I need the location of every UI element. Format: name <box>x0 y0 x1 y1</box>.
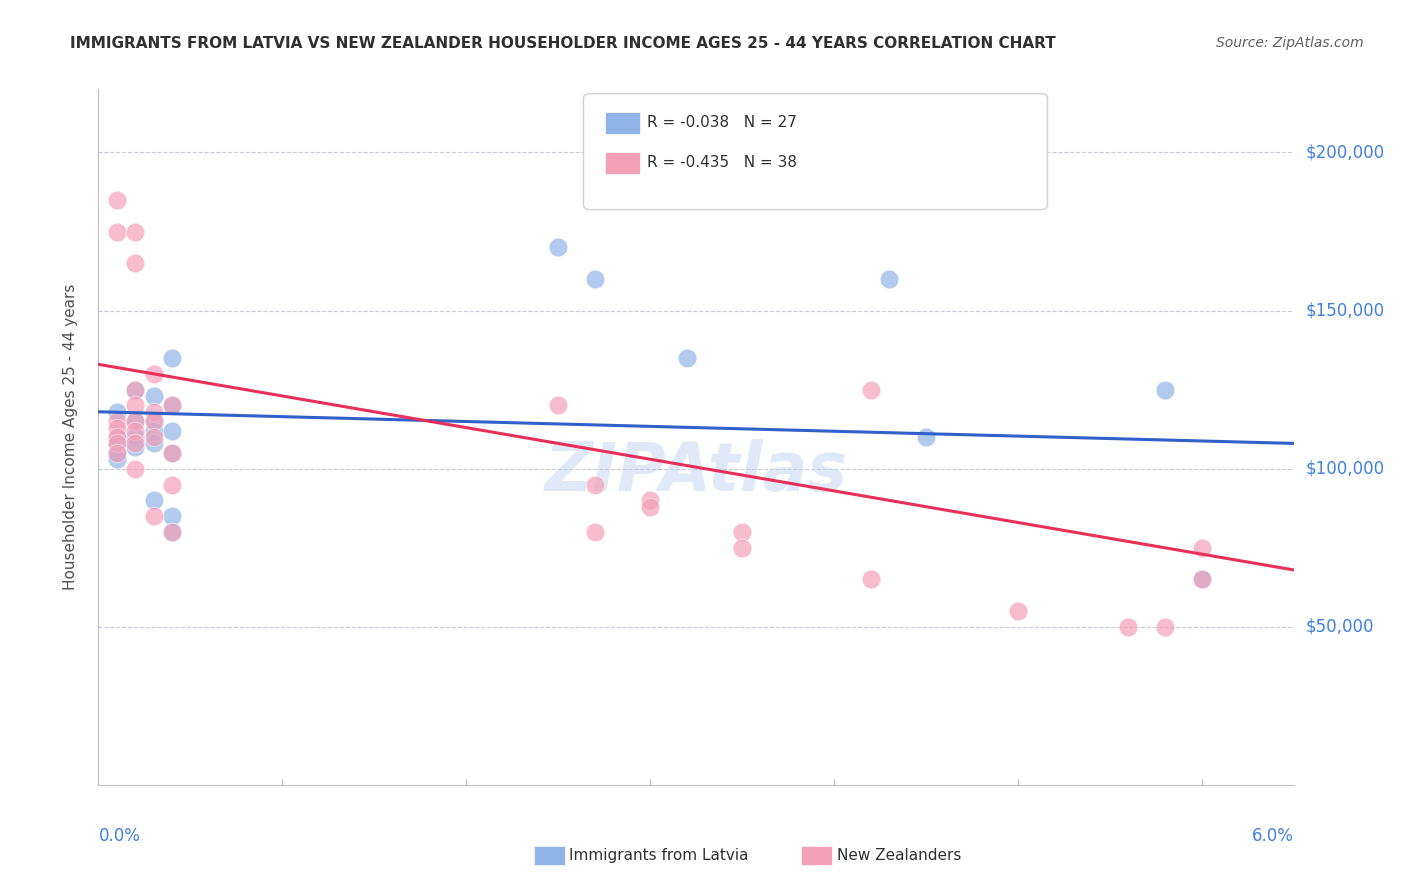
Point <box>1191 541 1213 555</box>
Point <box>1007 604 1029 618</box>
Point <box>142 493 165 508</box>
Point <box>124 430 146 444</box>
Point <box>160 509 183 524</box>
Point <box>124 414 146 428</box>
Text: Source: ZipAtlas.com: Source: ZipAtlas.com <box>1216 36 1364 50</box>
Point <box>142 367 165 381</box>
Point <box>877 272 900 286</box>
Point <box>583 524 606 539</box>
Point <box>124 383 146 397</box>
Text: $150,000: $150,000 <box>1305 301 1385 319</box>
Point <box>105 446 128 460</box>
Text: 0.0%: 0.0% <box>98 827 141 845</box>
Point <box>105 436 128 450</box>
Text: Immigrants from Latvia: Immigrants from Latvia <box>569 848 749 863</box>
Point <box>675 351 697 365</box>
Point <box>124 436 146 450</box>
Point <box>142 414 165 428</box>
Point <box>1153 383 1175 397</box>
Point <box>142 509 165 524</box>
Text: 6.0%: 6.0% <box>1251 827 1294 845</box>
Point <box>105 446 128 460</box>
Text: $200,000: $200,000 <box>1305 144 1385 161</box>
Point <box>1191 573 1213 587</box>
Point <box>1153 620 1175 634</box>
Point <box>124 256 146 270</box>
Point <box>638 493 661 508</box>
Text: R = -0.038   N = 27: R = -0.038 N = 27 <box>647 115 797 129</box>
Point <box>105 430 128 444</box>
Text: R = -0.435   N = 38: R = -0.435 N = 38 <box>647 155 797 169</box>
Point <box>105 436 128 450</box>
Point <box>160 399 183 413</box>
Point <box>142 389 165 403</box>
Point <box>124 383 146 397</box>
Point <box>160 424 183 438</box>
Point <box>124 440 146 454</box>
Point <box>160 351 183 365</box>
Point <box>160 524 183 539</box>
Point <box>105 405 128 419</box>
Point <box>105 225 128 239</box>
Point <box>124 461 146 475</box>
Text: IMMIGRANTS FROM LATVIA VS NEW ZEALANDER HOUSEHOLDER INCOME AGES 25 - 44 YEARS CO: IMMIGRANTS FROM LATVIA VS NEW ZEALANDER … <box>70 36 1056 51</box>
Point <box>160 524 183 539</box>
Point <box>124 414 146 428</box>
Point <box>142 430 165 444</box>
Point <box>547 240 569 254</box>
Text: ZIPAtlas: ZIPAtlas <box>544 439 848 505</box>
Point <box>914 430 936 444</box>
Point <box>160 446 183 460</box>
Point <box>638 500 661 514</box>
Text: New Zealanders: New Zealanders <box>837 848 960 863</box>
Point <box>160 399 183 413</box>
Point <box>547 399 569 413</box>
Y-axis label: Householder Income Ages 25 - 44 years: Householder Income Ages 25 - 44 years <box>63 284 77 591</box>
Point <box>105 420 128 434</box>
Point <box>105 193 128 207</box>
Point <box>142 424 165 438</box>
Point <box>731 524 754 539</box>
Point <box>124 424 146 438</box>
Point <box>124 225 146 239</box>
Point <box>1116 620 1139 634</box>
Point <box>731 541 754 555</box>
Point <box>583 272 606 286</box>
Point <box>1191 573 1213 587</box>
Point <box>160 477 183 491</box>
Point <box>105 430 128 444</box>
Point <box>105 414 128 428</box>
Point <box>142 436 165 450</box>
Point <box>859 383 882 397</box>
Point <box>160 446 183 460</box>
Point <box>142 405 165 419</box>
Point <box>859 573 882 587</box>
Point <box>583 477 606 491</box>
Text: $100,000: $100,000 <box>1305 459 1385 478</box>
Text: $50,000: $50,000 <box>1305 618 1374 636</box>
Point <box>124 399 146 413</box>
Point <box>105 452 128 467</box>
Point <box>142 414 165 428</box>
